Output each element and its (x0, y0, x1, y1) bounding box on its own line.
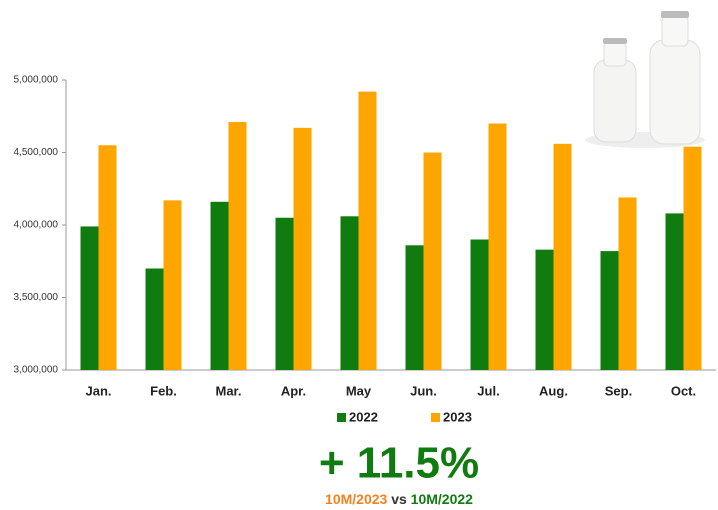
y-tick-label: 3,500,000 (14, 292, 59, 303)
comparison: 10M/2023 vs 10M/2022 (325, 491, 473, 507)
bar (619, 197, 637, 370)
x-tick-label: May (346, 383, 372, 398)
bar (341, 216, 359, 370)
comparison-part: 10M/2023 (325, 491, 387, 507)
bar (81, 226, 99, 370)
legend-swatch (337, 413, 346, 422)
bar (294, 128, 312, 370)
x-tick-label: Mar. (215, 383, 241, 398)
bar (666, 213, 684, 370)
x-tick-label: Jan. (85, 383, 111, 398)
x-tick-label: Jun. (410, 383, 437, 398)
bar (406, 245, 424, 370)
bar (424, 153, 442, 371)
y-tick-label: 3,000,000 (14, 365, 59, 376)
bar (684, 147, 702, 370)
x-tick-label: Oct. (671, 383, 696, 398)
legend-swatch (431, 413, 440, 422)
bar (601, 251, 619, 370)
bar (211, 202, 229, 370)
bar (554, 144, 572, 370)
x-tick-label: Feb. (150, 383, 177, 398)
x-tick-label: Aug. (539, 383, 568, 398)
bar (489, 124, 507, 371)
bar (99, 145, 117, 370)
y-tick-label: 4,000,000 (14, 220, 59, 231)
bar (276, 218, 294, 370)
chart: + 11.5% 10M/2023 vs 10M/2022 3,000,000 3,… (0, 0, 718, 510)
comparison-part: 10M/2022 (411, 491, 473, 507)
legend-label: 2022 (349, 409, 378, 424)
x-tick-label: Apr. (281, 383, 306, 398)
legend-label: 2023 (443, 409, 472, 424)
comparison-part: vs (391, 491, 407, 507)
y-tick-label: 5,000,000 (14, 75, 59, 86)
bar (536, 250, 554, 370)
x-tick-label: Sep. (605, 383, 632, 398)
bar (471, 240, 489, 371)
bar (146, 269, 164, 371)
headline: + 11.5% (319, 439, 479, 488)
y-tick-label: 4,500,000 (14, 147, 59, 158)
bar (229, 122, 247, 370)
bar (164, 200, 182, 370)
bar (359, 92, 377, 370)
milk-bottles (585, 11, 705, 148)
x-tick-label: Jul. (477, 383, 499, 398)
